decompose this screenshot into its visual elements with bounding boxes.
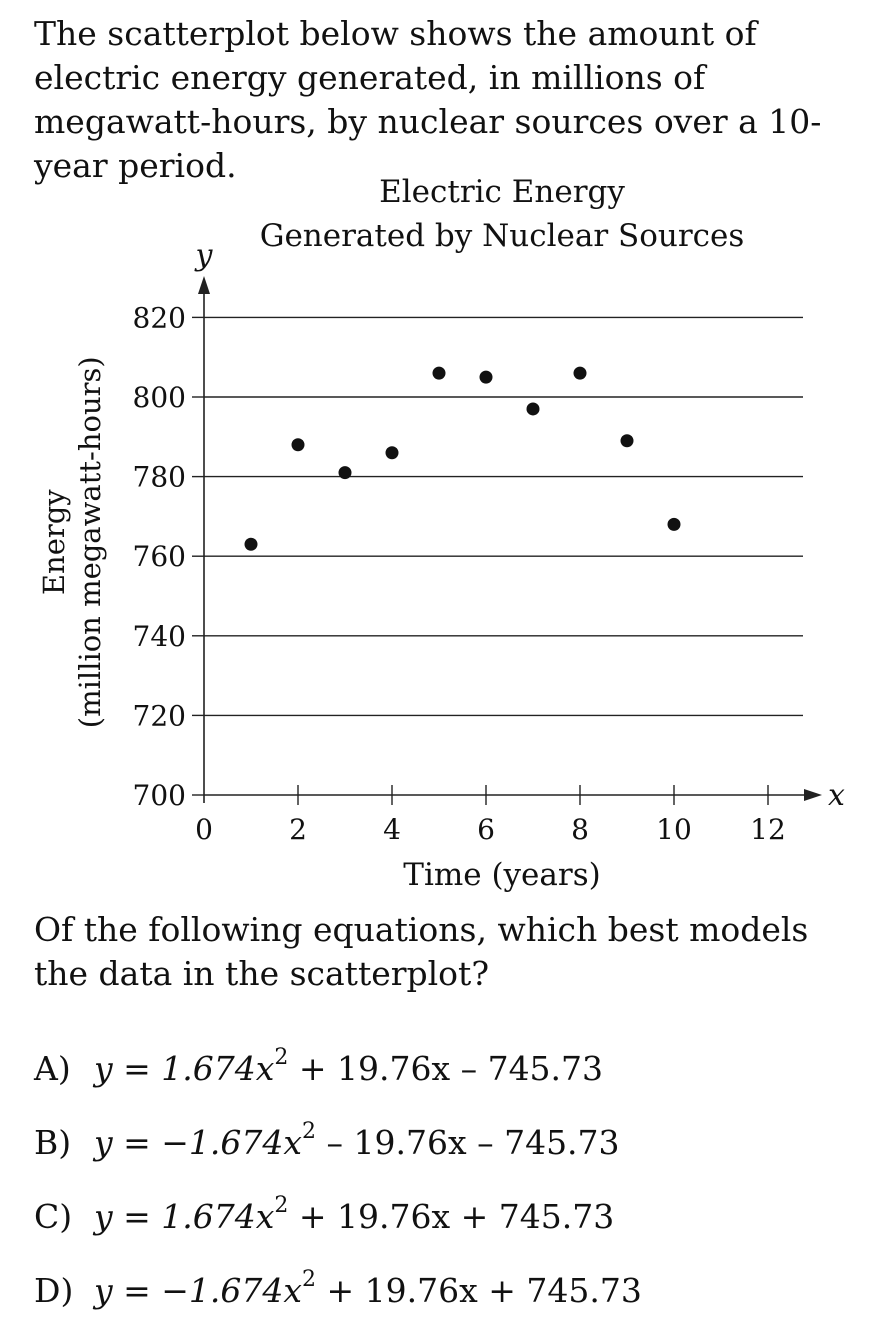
data-point [620, 434, 634, 448]
choice-equation-end: + 19.76x + 745.73 [316, 1271, 642, 1310]
choice-letter: D) [34, 1271, 74, 1310]
choice-equation-end: + 19.76x – 745.73 [288, 1049, 604, 1088]
x-axis-letter: x [828, 778, 845, 813]
x-axis-arrow [804, 789, 822, 801]
y-tick-label: 720 [133, 699, 186, 732]
choice-variable: x [255, 1049, 275, 1088]
choice-letter: A) [34, 1049, 71, 1088]
data-point [479, 370, 493, 384]
choice-variable: x [283, 1123, 303, 1162]
choice-equation-start: y = −1.674 [94, 1271, 284, 1310]
choice-d[interactable]: D) y = −1.674x2 + 19.76x + 745.73 [34, 1262, 642, 1313]
choice-variable: x [255, 1197, 275, 1236]
x-tick-label: 0 [195, 813, 213, 846]
choice-exponent: 2 [274, 1045, 289, 1070]
y-tick-label: 820 [133, 301, 186, 334]
y-tick-label: 760 [133, 540, 186, 573]
choice-equation-start: y = 1.674 [94, 1197, 256, 1236]
chart-title-line: Generated by Nuclear Sources [260, 218, 745, 254]
choice-exponent: 2 [302, 1267, 317, 1292]
y-axis-letter: y [194, 238, 214, 273]
choice-c[interactable]: C) y = 1.674x2 + 19.76x + 745.73 [34, 1188, 614, 1239]
data-point [432, 366, 446, 380]
x-axis-label: Time (years) [403, 857, 600, 893]
intro-text: The scatterplot below shows the amount o… [34, 14, 822, 185]
x-tick-label: 12 [750, 813, 786, 846]
y-axis-label-line: Energy [37, 489, 71, 595]
y-axis-arrow [198, 276, 210, 294]
y-tick-label: 800 [133, 381, 186, 414]
chart-title-line: Electric Energy [379, 174, 625, 210]
choice-equation-start: y = 1.674 [94, 1049, 256, 1088]
data-point [667, 517, 681, 531]
y-tick-label: 780 [133, 461, 186, 494]
choice-variable: x [283, 1271, 303, 1310]
data-point [526, 402, 540, 416]
choice-letter: C) [34, 1197, 73, 1236]
choice-equation-start: y = −1.674 [94, 1123, 284, 1162]
x-tick-label: 2 [289, 813, 307, 846]
x-tick-label: 6 [477, 813, 495, 846]
choice-equation-end: + 19.76x + 745.73 [288, 1197, 615, 1236]
y-tick-label: 700 [133, 779, 186, 812]
x-tick-label: 8 [571, 813, 589, 846]
data-point [338, 466, 352, 480]
x-tick-label: 4 [383, 813, 401, 846]
data-point [385, 446, 399, 460]
choice-exponent: 2 [302, 1119, 317, 1144]
data-point [291, 438, 305, 452]
data-point [573, 366, 587, 380]
choice-letter: B) [34, 1123, 72, 1162]
question-text: Of the following equations, which best m… [34, 910, 809, 993]
scatterplot: Electric Energy Generated by Nuclear Sour… [37, 174, 845, 893]
data-point [244, 537, 258, 551]
choice-exponent: 2 [274, 1193, 289, 1218]
choice-equation-end: – 19.76x – 745.73 [316, 1123, 620, 1162]
y-axis-label-line: (million megawatt-hours) [73, 356, 107, 728]
y-tick-label: 740 [133, 620, 186, 653]
choice-b[interactable]: B) y = −1.674x2 – 19.76x – 745.73 [34, 1114, 620, 1165]
x-tick-label: 10 [656, 813, 692, 846]
choice-a[interactable]: A) y = 1.674x2 + 19.76x – 745.73 [34, 1040, 603, 1091]
